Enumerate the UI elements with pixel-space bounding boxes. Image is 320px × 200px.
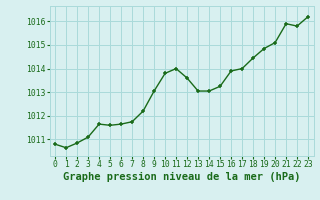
X-axis label: Graphe pression niveau de la mer (hPa): Graphe pression niveau de la mer (hPa) [63, 172, 300, 182]
